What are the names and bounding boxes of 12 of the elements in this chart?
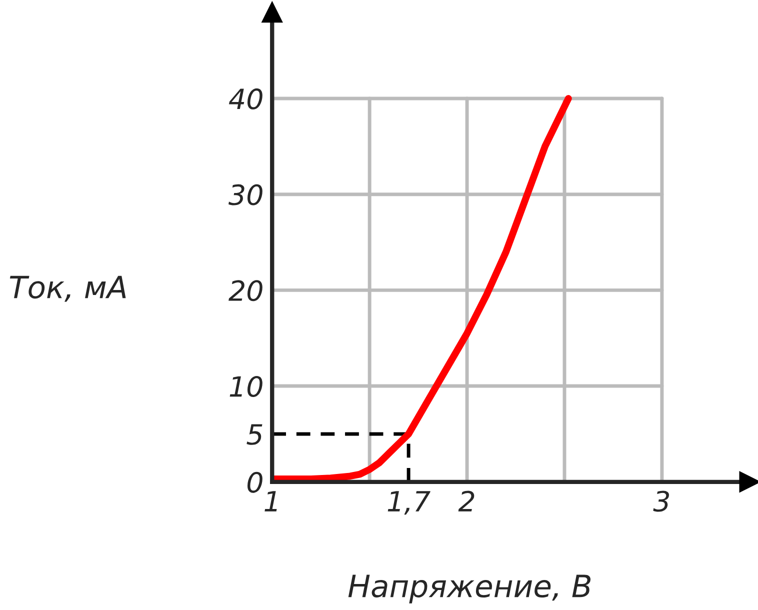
y-tick-label: 5 [246, 424, 262, 445]
x-tick-label: 1,7 [388, 491, 430, 515]
y-tick-label: 30 [228, 184, 262, 206]
x-tick-label: 2 [458, 490, 474, 512]
y-axis-title: Ток, мА [10, 276, 126, 302]
x-tick-label: 3 [653, 490, 669, 512]
y-tick-label: 0 [248, 472, 262, 493]
y-tick-label: 10 [230, 376, 262, 397]
x-tick-label: 1 [264, 491, 277, 512]
y-tick-label: 20 [228, 280, 262, 302]
x-axis-title: Напряжение, В [348, 574, 590, 604]
y-tick-label: 40 [228, 88, 262, 110]
